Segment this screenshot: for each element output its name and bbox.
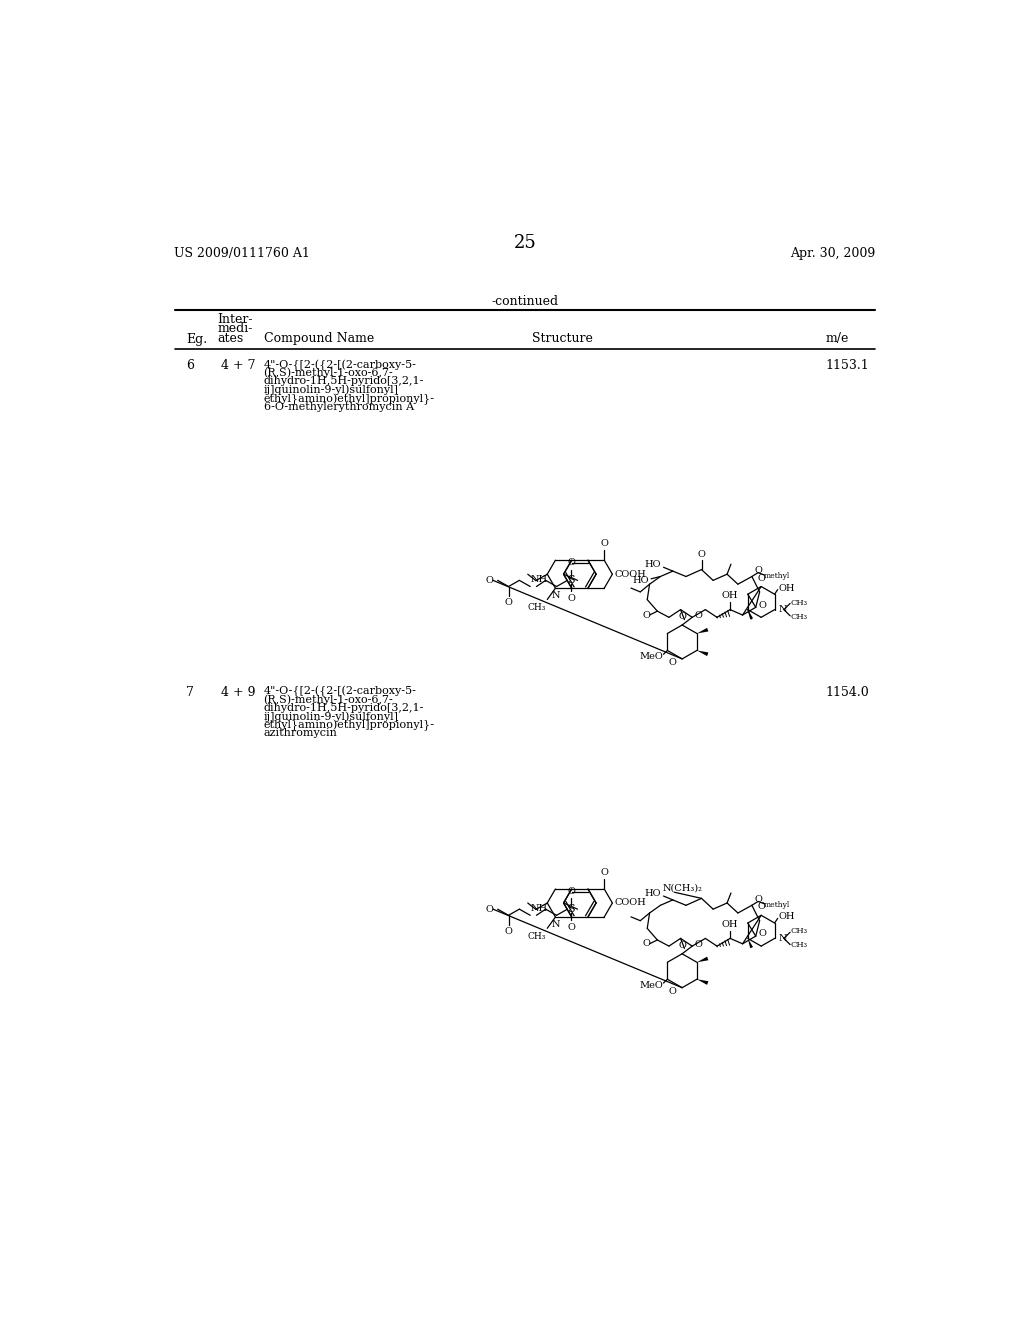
Text: S: S xyxy=(567,904,575,915)
Text: Eg.: Eg. xyxy=(186,333,207,346)
Text: 1154.0: 1154.0 xyxy=(825,686,869,698)
Polygon shape xyxy=(697,957,709,962)
Text: dihydro-1H,5H-pyrido[3,2,1-: dihydro-1H,5H-pyrido[3,2,1- xyxy=(263,376,424,387)
Text: O: O xyxy=(567,887,575,896)
Text: O: O xyxy=(567,594,575,603)
Text: NH: NH xyxy=(530,576,548,585)
Text: ij]quinolin-9-yl)sulfonyl]: ij]quinolin-9-yl)sulfonyl] xyxy=(263,385,398,396)
Text: O: O xyxy=(485,904,493,913)
Text: dihydro-1H,5H-pyrido[3,2,1-: dihydro-1H,5H-pyrido[3,2,1- xyxy=(263,702,424,713)
Text: O: O xyxy=(642,611,650,619)
Polygon shape xyxy=(748,939,753,948)
Polygon shape xyxy=(748,610,753,619)
Text: 4 + 9: 4 + 9 xyxy=(221,686,256,698)
Text: COOH: COOH xyxy=(614,570,646,578)
Text: S: S xyxy=(567,576,575,585)
Text: O: O xyxy=(694,611,702,620)
Text: COOH: COOH xyxy=(614,899,646,907)
Text: O: O xyxy=(678,941,686,950)
Text: O: O xyxy=(757,903,765,911)
Text: O: O xyxy=(757,574,765,582)
Text: O: O xyxy=(600,867,608,876)
Text: O: O xyxy=(567,923,575,932)
Text: m/e: m/e xyxy=(825,331,849,345)
Text: 25: 25 xyxy=(513,234,537,252)
Text: O: O xyxy=(668,987,676,997)
Text: O: O xyxy=(505,598,512,607)
Text: medi-: medi- xyxy=(217,322,253,335)
Text: NH: NH xyxy=(530,904,548,913)
Text: 4"-O-{[2-({2-[(2-carboxy-5-: 4"-O-{[2-({2-[(2-carboxy-5- xyxy=(263,686,417,697)
Text: methyl: methyl xyxy=(764,900,791,908)
Text: azithromycin: azithromycin xyxy=(263,729,338,738)
Text: O: O xyxy=(755,895,763,904)
Text: HO: HO xyxy=(645,890,662,898)
Text: HO: HO xyxy=(632,576,649,585)
Text: N: N xyxy=(778,935,787,942)
Text: 6-O-methylerythromycin A: 6-O-methylerythromycin A xyxy=(263,401,414,412)
Text: O: O xyxy=(642,940,650,948)
Text: 4"-O-{[2-({2-[(2-carboxy-5-: 4"-O-{[2-({2-[(2-carboxy-5- xyxy=(263,359,417,371)
Text: ij]quinolin-9-yl)sulfonyl]: ij]quinolin-9-yl)sulfonyl] xyxy=(263,711,398,722)
Text: ethyl}amino)ethyl]propionyl}-: ethyl}amino)ethyl]propionyl}- xyxy=(263,719,434,731)
Text: MeO: MeO xyxy=(640,981,664,990)
Text: (R,S)-methyl-1-oxo-6,7-: (R,S)-methyl-1-oxo-6,7- xyxy=(263,368,393,379)
Text: CH₃: CH₃ xyxy=(791,941,808,949)
Text: O: O xyxy=(668,659,676,667)
Text: CH₃: CH₃ xyxy=(527,603,546,612)
Text: CH₃: CH₃ xyxy=(791,928,808,936)
Text: O: O xyxy=(505,927,512,936)
Text: N(CH₃)₂: N(CH₃)₂ xyxy=(663,883,702,892)
Text: ates: ates xyxy=(217,331,244,345)
Text: CH₃: CH₃ xyxy=(791,612,808,620)
Text: O: O xyxy=(758,929,766,939)
Polygon shape xyxy=(697,628,709,634)
Text: methyl: methyl xyxy=(764,572,791,579)
Text: MeO: MeO xyxy=(640,652,664,661)
Text: N: N xyxy=(778,605,787,614)
Text: 6: 6 xyxy=(186,359,195,372)
Text: Apr. 30, 2009: Apr. 30, 2009 xyxy=(790,247,876,260)
Text: O: O xyxy=(600,539,608,548)
Text: Structure: Structure xyxy=(531,331,593,345)
Text: N: N xyxy=(551,920,560,929)
Text: CH₃: CH₃ xyxy=(791,599,808,607)
Text: -continued: -continued xyxy=(492,296,558,309)
Text: OH: OH xyxy=(778,912,795,921)
Text: OH: OH xyxy=(722,591,738,601)
Text: CH₃: CH₃ xyxy=(527,932,546,941)
Text: Inter-: Inter- xyxy=(217,313,253,326)
Polygon shape xyxy=(697,979,709,985)
Text: OH: OH xyxy=(722,920,738,929)
Text: 4 + 7: 4 + 7 xyxy=(221,359,256,372)
Text: O: O xyxy=(697,550,706,558)
Text: O: O xyxy=(678,612,686,622)
Text: Compound Name: Compound Name xyxy=(263,331,374,345)
Text: (R,S)-methyl-1-oxo-6,7-: (R,S)-methyl-1-oxo-6,7- xyxy=(263,694,393,705)
Text: 7: 7 xyxy=(186,686,194,698)
Text: 1153.1: 1153.1 xyxy=(825,359,869,372)
Text: N: N xyxy=(551,591,560,601)
Text: ethyl}amino)ethyl]propionyl}-: ethyl}amino)ethyl]propionyl}- xyxy=(263,393,434,405)
Text: O: O xyxy=(694,940,702,949)
Text: O: O xyxy=(755,566,763,574)
Text: O: O xyxy=(567,558,575,568)
Polygon shape xyxy=(697,651,709,656)
Text: O: O xyxy=(485,576,493,585)
Text: HO: HO xyxy=(645,561,662,569)
Text: OH: OH xyxy=(778,583,795,593)
Text: O: O xyxy=(758,601,766,610)
Text: US 2009/0111760 A1: US 2009/0111760 A1 xyxy=(174,247,310,260)
